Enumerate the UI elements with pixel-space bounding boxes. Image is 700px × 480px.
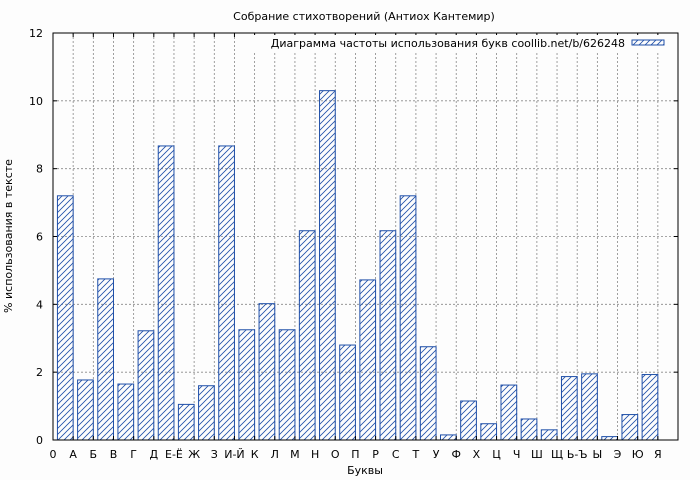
x-tick-label: К xyxy=(251,448,259,461)
x-tick-label: М xyxy=(290,448,300,461)
y-tick-label: 2 xyxy=(36,366,43,379)
x-tick-label: Д xyxy=(150,448,159,461)
bar-Л xyxy=(258,303,276,441)
legend-swatch xyxy=(631,39,665,46)
y-tick-label: 10 xyxy=(29,95,43,108)
bar-Ф xyxy=(440,434,457,441)
y-tick-label: 4 xyxy=(36,298,43,311)
legend-background xyxy=(240,35,676,51)
bar-Э xyxy=(601,436,619,441)
y-tick-label: 8 xyxy=(36,163,43,176)
x-tick-label: Щ xyxy=(551,448,563,461)
bar-У xyxy=(419,346,437,441)
bar-Ы xyxy=(581,373,598,441)
y-tick-label: 0 xyxy=(36,434,43,447)
x-tick-label: Т xyxy=(412,448,420,461)
x-tick-label: Ю xyxy=(632,448,644,461)
x-tick-label: Ц xyxy=(492,448,501,461)
bar-Б xyxy=(77,379,94,441)
x-tick-label: Б xyxy=(90,448,98,461)
x-tick-label: Ф xyxy=(451,448,460,461)
x-tick-label: Р xyxy=(372,448,379,461)
bar-Щ xyxy=(540,429,558,441)
x-tick-label: Е-Ё xyxy=(165,448,183,461)
x-tick-label: Н xyxy=(311,448,319,461)
x-tick-label: Я xyxy=(654,448,662,461)
legend: Диаграмма частоты использования букв coo… xyxy=(240,35,676,51)
bar-К xyxy=(238,329,256,441)
x-tick-label: Ы xyxy=(592,448,602,461)
y-axis-title: % использования в тексте xyxy=(2,159,15,313)
bar-Т xyxy=(399,195,417,441)
x-tick-label: С xyxy=(392,448,400,461)
bar-Ч xyxy=(500,384,518,441)
x-tick-label: В xyxy=(110,448,118,461)
bar-Х xyxy=(460,400,477,441)
bar-А xyxy=(56,195,74,441)
bar-Е-Ё xyxy=(157,145,175,441)
bar-Ш xyxy=(520,418,538,441)
x-tick-label: З xyxy=(211,448,218,461)
bar-П xyxy=(339,344,356,441)
bar-В xyxy=(97,278,114,441)
y-tick-label: 6 xyxy=(36,231,43,244)
x-axis-title: Буквы xyxy=(347,464,383,477)
x-tick-label: 0 xyxy=(50,448,57,461)
bar-З xyxy=(198,385,215,441)
x-tick-label: Х xyxy=(473,448,481,461)
chart-title: Собрание стихотворений (Антиох Кантемир) xyxy=(233,10,495,23)
x-tick-label: Ч xyxy=(513,448,521,461)
bar-Г xyxy=(117,383,135,441)
bar-М xyxy=(278,329,296,441)
x-tick-label: А xyxy=(69,448,77,461)
legend-label: Диаграмма частоты использования букв coo… xyxy=(271,37,625,50)
bar-Н xyxy=(298,230,316,441)
y-tick-label: 12 xyxy=(29,27,43,40)
x-tick-label: Ь-Ъ xyxy=(567,448,588,461)
bars xyxy=(56,90,659,441)
x-tick-label: Л xyxy=(271,448,279,461)
bar-И-Й xyxy=(218,145,235,441)
x-tick-label: Ж xyxy=(188,448,200,461)
x-tick-label: Ш xyxy=(531,448,543,461)
grid xyxy=(53,33,678,440)
x-tick-label: П xyxy=(351,448,359,461)
x-tick-label: Г xyxy=(130,448,137,461)
x-tick-label: Э xyxy=(614,448,622,461)
bar-Р xyxy=(359,279,377,441)
bar-Я xyxy=(641,374,659,441)
x-tick-label: И-Й xyxy=(224,448,244,461)
bar-Ц xyxy=(480,423,498,441)
bar-Ж xyxy=(177,403,195,441)
bar-Ь-Ъ xyxy=(560,376,578,441)
x-tick-label: О xyxy=(331,448,340,461)
bar-С xyxy=(379,230,397,441)
bar-Д xyxy=(137,330,155,441)
bar-О xyxy=(319,90,336,441)
x-tick-label: У xyxy=(433,448,440,461)
bar-Ю xyxy=(621,414,639,441)
